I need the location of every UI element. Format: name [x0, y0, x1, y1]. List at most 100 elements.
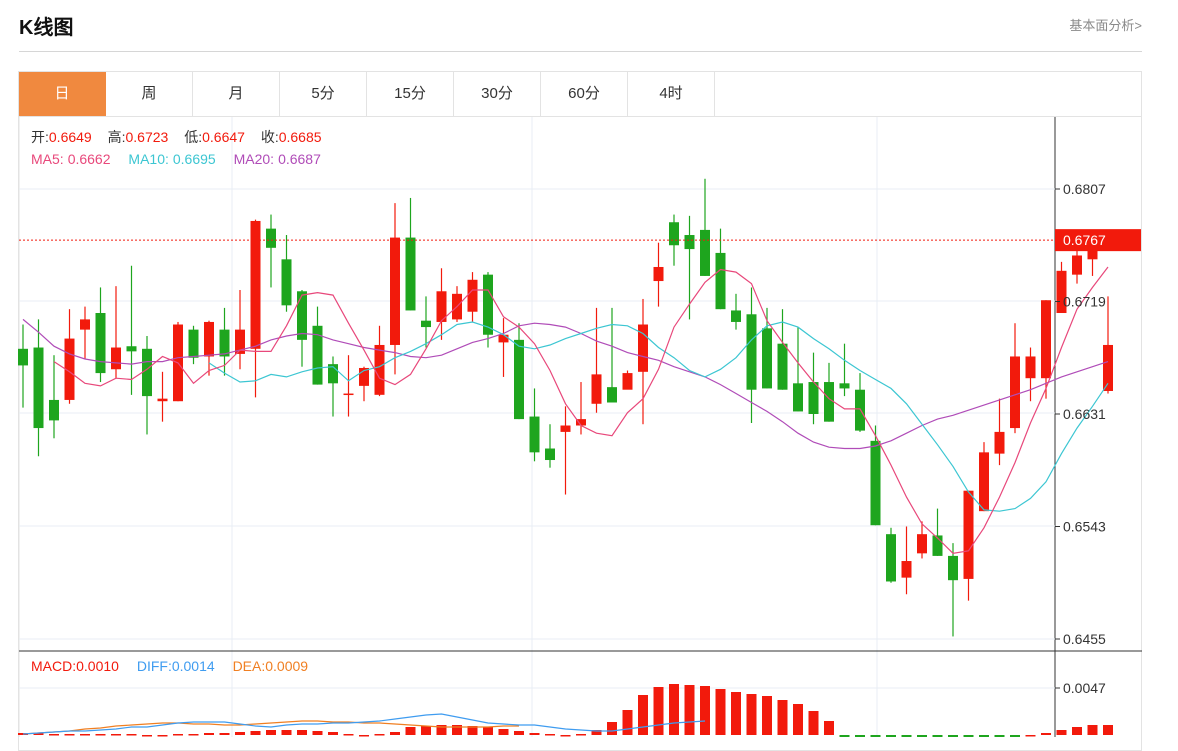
- candle-body: [142, 348, 152, 397]
- tab-5min[interactable]: 5分: [280, 72, 367, 116]
- macd-bar: [1072, 727, 1082, 735]
- macd-bar: [219, 733, 230, 735]
- macd-bar: [374, 734, 385, 736]
- candle-body: [18, 348, 28, 366]
- open-label: 开:: [31, 129, 49, 145]
- tab-60min[interactable]: 60分: [541, 72, 628, 116]
- candle-body: [793, 383, 803, 412]
- dea-value: 0.0009: [265, 658, 308, 674]
- candle-body: [762, 328, 772, 389]
- header: K线图 基本面分析>: [0, 0, 1142, 52]
- high-value: 0.6723: [126, 129, 169, 145]
- tab-4hour[interactable]: 4时: [628, 72, 715, 116]
- diff-line: [22, 713, 706, 735]
- macd-label: MACD:: [31, 658, 76, 674]
- candle-body: [746, 314, 757, 390]
- candle-body: [638, 324, 648, 372]
- candle-body: [250, 220, 261, 349]
- candle-body: [824, 382, 834, 422]
- macd-bar: [886, 735, 896, 737]
- candle-body: [777, 343, 788, 390]
- macd-bar: [669, 684, 679, 735]
- high-label: 高:: [108, 129, 126, 145]
- ma5-label: MA5:: [31, 151, 64, 167]
- macd-bar: [948, 735, 958, 737]
- candle-body: [374, 344, 385, 395]
- candle-body: [281, 259, 292, 306]
- macd-bar: [436, 725, 447, 735]
- macd-bar: [979, 735, 989, 737]
- macd-bar: [529, 733, 540, 735]
- candle-body: [312, 325, 323, 385]
- candle-body: [80, 319, 90, 330]
- macd-bar: [33, 733, 44, 735]
- tab-day[interactable]: 日: [19, 72, 106, 116]
- macd-bar: [824, 721, 834, 735]
- candle-body: [855, 389, 865, 431]
- candle-body: [715, 252, 726, 310]
- candle-body: [1025, 356, 1036, 379]
- candle-body: [622, 373, 633, 390]
- low-label: 低:: [184, 129, 202, 145]
- candle-body: [963, 490, 974, 579]
- candle-body: [948, 555, 958, 581]
- macd-bar: [545, 734, 555, 736]
- current-price-label: 0.6767: [1063, 232, 1106, 248]
- tab-15min[interactable]: 15分: [367, 72, 454, 116]
- candle-body: [808, 382, 819, 414]
- page-title: K线图: [19, 17, 74, 39]
- candle-body: [390, 237, 400, 345]
- macd-bar: [204, 733, 214, 735]
- fundamental-analysis-link[interactable]: 基本面分析>: [1069, 18, 1142, 33]
- low-value: 0.6647: [202, 129, 245, 145]
- tab-week[interactable]: 周: [106, 72, 193, 116]
- macd-bar: [126, 734, 137, 736]
- candle-body: [436, 291, 447, 322]
- macd-bar: [638, 695, 648, 735]
- macd-bar: [700, 686, 710, 735]
- macd-bar: [1010, 735, 1020, 737]
- macd-bar: [1087, 725, 1098, 735]
- tab-month[interactable]: 月: [193, 72, 280, 116]
- candle-body: [126, 346, 137, 352]
- macd-bar: [467, 726, 478, 735]
- macd-bar: [483, 727, 493, 735]
- macd-bar: [963, 735, 974, 737]
- macd-bar: [359, 735, 369, 737]
- candle-body: [343, 393, 354, 396]
- candle-body: [1041, 300, 1051, 379]
- candle-body: [917, 534, 927, 554]
- ma10-value: 0.6695: [173, 151, 216, 167]
- candle-body: [607, 387, 617, 403]
- macd-bar: [932, 735, 943, 737]
- macd-bar: [1041, 733, 1051, 735]
- chart-grid: [18, 117, 1142, 737]
- candle-body: [700, 229, 710, 276]
- candle-body: [839, 383, 850, 389]
- candle-body: [576, 419, 586, 426]
- macd-bar: [731, 692, 741, 735]
- candle-body: [204, 321, 214, 357]
- candle-body: [33, 347, 44, 429]
- macd-bar: [901, 735, 912, 737]
- macd-bar: [266, 730, 276, 735]
- tabs-divider: [19, 116, 1141, 117]
- ma10-label: MA10:: [128, 151, 168, 167]
- macd-bar: [653, 687, 664, 735]
- macd-bar: [591, 730, 602, 735]
- candle-body: [219, 329, 230, 357]
- price-tick-label: 0.6543: [1063, 519, 1106, 535]
- macd-bar: [560, 735, 571, 737]
- candle-body: [405, 237, 416, 311]
- macd-value: 0.0010: [76, 658, 119, 674]
- dea-label: DEA:: [233, 658, 266, 674]
- info-line-macd: MACD:0.0010 DIFF:0.0014 DEA:0.0009: [31, 658, 308, 674]
- candle-body: [514, 339, 524, 420]
- macd-bar: [1103, 725, 1113, 735]
- tab-30min[interactable]: 30分: [454, 72, 541, 116]
- current-price-badge: [1055, 229, 1141, 252]
- info-line-ohlc: 开:0.6649 高:0.6723 低:0.6647 收:0.6685: [31, 129, 322, 145]
- candle-body: [483, 274, 493, 335]
- ma5-value: 0.6662: [68, 151, 111, 167]
